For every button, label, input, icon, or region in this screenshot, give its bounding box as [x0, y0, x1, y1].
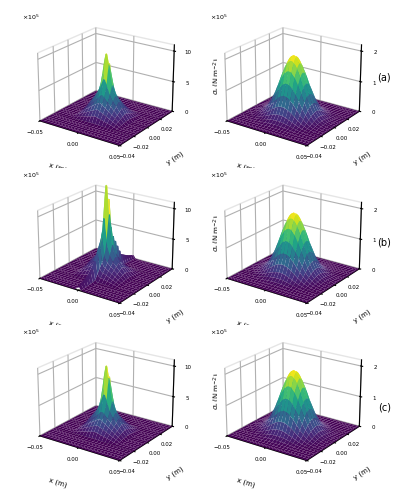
X-axis label: x (m): x (m): [48, 477, 68, 489]
Text: $\times10^5$: $\times10^5$: [22, 13, 40, 22]
Text: $\times10^5$: $\times10^5$: [210, 328, 227, 338]
Y-axis label: y (m): y (m): [165, 466, 185, 481]
Y-axis label: y (m): y (m): [353, 466, 372, 481]
Text: (b): (b): [377, 238, 391, 248]
Y-axis label: y (m): y (m): [353, 308, 372, 324]
Y-axis label: y (m): y (m): [165, 150, 185, 166]
Text: (a): (a): [378, 72, 391, 83]
X-axis label: x (m): x (m): [48, 320, 68, 332]
Text: $\times10^5$: $\times10^5$: [22, 170, 40, 180]
X-axis label: x (m): x (m): [48, 162, 68, 174]
X-axis label: x (m): x (m): [235, 162, 255, 174]
Text: $\times10^5$: $\times10^5$: [210, 13, 227, 22]
Text: $\times10^5$: $\times10^5$: [22, 328, 40, 338]
X-axis label: x (m): x (m): [235, 477, 255, 489]
Y-axis label: y (m): y (m): [353, 150, 372, 166]
Text: $\times10^5$: $\times10^5$: [210, 170, 227, 180]
X-axis label: x (m): x (m): [235, 320, 255, 332]
Y-axis label: y (m): y (m): [165, 308, 185, 324]
Text: (c): (c): [378, 402, 391, 412]
